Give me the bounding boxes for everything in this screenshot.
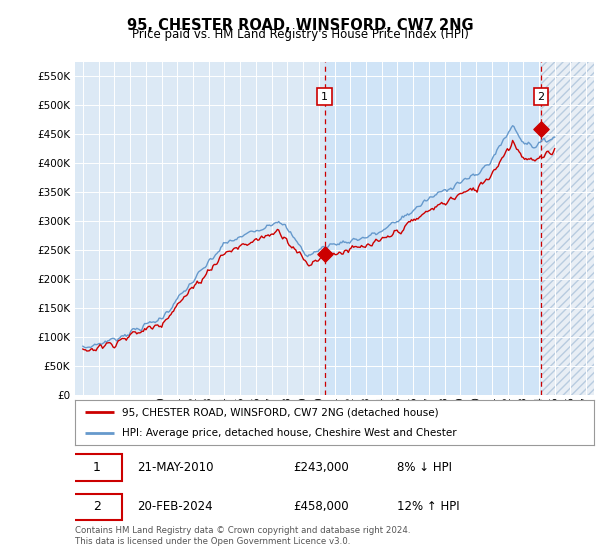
- Bar: [325, 62, 541, 395]
- Text: 95, CHESTER ROAD, WINSFORD, CW7 2NG (detached house): 95, CHESTER ROAD, WINSFORD, CW7 2NG (det…: [122, 408, 439, 418]
- Text: HPI: Average price, detached house, Cheshire West and Chester: HPI: Average price, detached house, Ches…: [122, 428, 457, 438]
- Point: [536, 125, 546, 134]
- FancyBboxPatch shape: [73, 455, 122, 480]
- Text: 21-MAY-2010: 21-MAY-2010: [137, 461, 214, 474]
- Text: 12% ↑ HPI: 12% ↑ HPI: [397, 500, 460, 514]
- Text: 20-FEB-2024: 20-FEB-2024: [137, 500, 213, 514]
- Polygon shape: [541, 62, 594, 395]
- FancyBboxPatch shape: [73, 494, 122, 520]
- Text: £243,000: £243,000: [293, 461, 349, 474]
- Text: Price paid vs. HM Land Registry's House Price Index (HPI): Price paid vs. HM Land Registry's House …: [131, 28, 469, 41]
- Text: 2: 2: [93, 500, 101, 514]
- Point: [320, 250, 329, 259]
- Text: Contains HM Land Registry data © Crown copyright and database right 2024.
This d: Contains HM Land Registry data © Crown c…: [75, 526, 410, 546]
- Text: 2: 2: [538, 92, 545, 101]
- Text: 95, CHESTER ROAD, WINSFORD, CW7 2NG: 95, CHESTER ROAD, WINSFORD, CW7 2NG: [127, 18, 473, 33]
- Text: 1: 1: [321, 92, 328, 101]
- Text: 1: 1: [93, 461, 101, 474]
- Text: £458,000: £458,000: [293, 500, 349, 514]
- Text: 8% ↓ HPI: 8% ↓ HPI: [397, 461, 452, 474]
